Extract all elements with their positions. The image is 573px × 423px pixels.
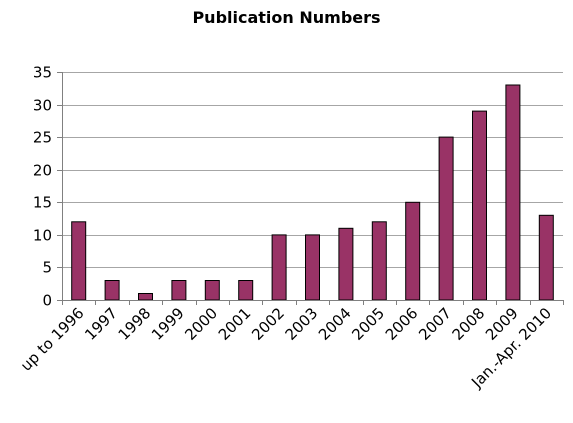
bar-2001: [238, 280, 254, 301]
y-tick-labels: 0 5 10 15 20 25 30 35: [33, 64, 52, 310]
y-tick-label: 25: [33, 129, 52, 147]
y-tick-label: 35: [33, 64, 52, 82]
bar-up-to-1996: [71, 221, 87, 301]
x-tick-label: 2003: [282, 304, 322, 344]
bar-2005: [371, 221, 387, 301]
x-tick-label: 2007: [415, 304, 455, 344]
x-tick-label: 1999: [148, 304, 188, 344]
y-tick-label: 10: [33, 227, 52, 245]
y-tick-label: 20: [33, 162, 52, 180]
bars: [71, 84, 554, 301]
bar-1997: [104, 280, 120, 301]
y-tick-label: 5: [42, 259, 52, 277]
x-tick-labels: up to 1996199719981999200020012002200320…: [17, 304, 555, 392]
y-tick-label: 30: [33, 97, 52, 115]
y-tick-label: 15: [33, 194, 52, 212]
x-tick-label: 2002: [248, 304, 288, 344]
bar-2009: [505, 84, 521, 301]
x-tick-label: 2004: [315, 304, 355, 344]
chart-title: Publication Numbers: [192, 8, 381, 27]
y-tick-label: 0: [42, 292, 52, 310]
x-tick-label: 2000: [181, 304, 221, 344]
bar-2008: [472, 110, 487, 301]
x-tick-label: up to 1996: [17, 304, 88, 375]
axes: [57, 72, 564, 305]
x-tick-label: 2001: [215, 304, 255, 344]
x-tick-label: 2006: [382, 304, 422, 344]
x-tick-label: 2005: [348, 304, 388, 344]
bar-2002: [271, 234, 287, 301]
bar-jan-apr-2010: [538, 214, 554, 301]
bar-2003: [305, 234, 320, 301]
bar-2006: [405, 201, 421, 301]
bar-2000: [204, 280, 220, 301]
bar-2004: [338, 227, 354, 301]
x-tick-label: 1998: [115, 304, 155, 344]
x-tick-label: 1997: [81, 304, 121, 344]
x-tick-label: 2008: [449, 304, 489, 344]
bar-1998: [138, 293, 153, 301]
bar-2007: [438, 136, 454, 301]
bar-1999: [171, 280, 187, 301]
